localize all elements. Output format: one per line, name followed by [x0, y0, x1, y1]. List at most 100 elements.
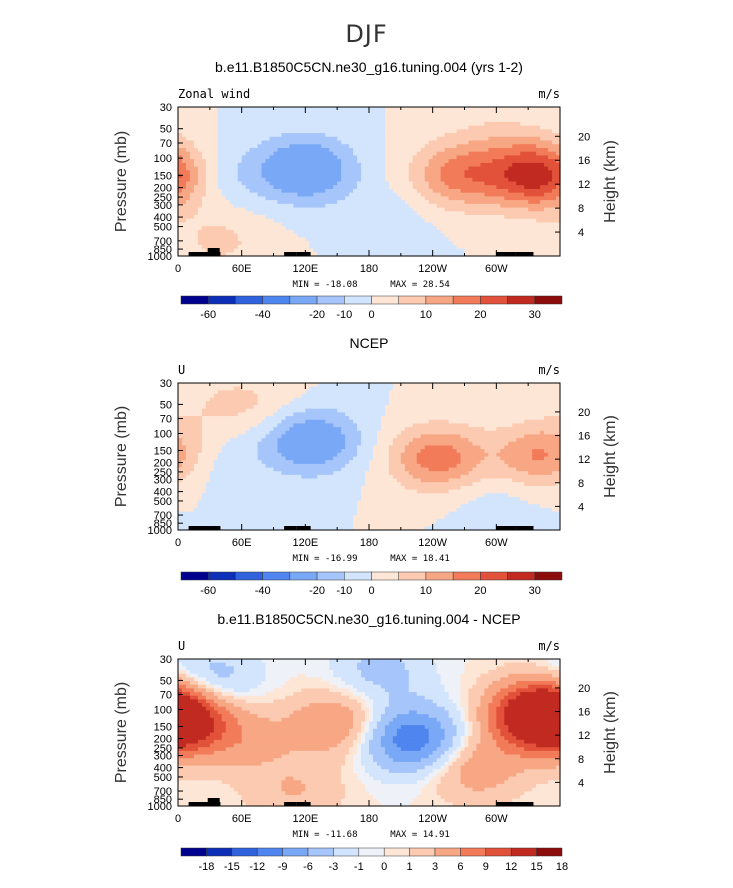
heatmap-cell: [508, 405, 513, 410]
heatmap-cell: [376, 412, 382, 417]
heatmap-cell: [520, 144, 525, 149]
heatmap-cell: [444, 140, 450, 145]
heatmap-cell: [229, 155, 235, 160]
heatmap-cell: [444, 237, 450, 242]
heatmap-cell: [404, 114, 410, 119]
heatmap-cell: [369, 419, 374, 425]
y-tick-label: 400: [154, 212, 172, 224]
heatmap-cell: [468, 144, 474, 149]
heatmap-cell: [412, 136, 418, 142]
heatmap-cell: [261, 151, 267, 157]
heatmap-cell: [361, 144, 366, 149]
heatmap-cell: [309, 192, 314, 197]
heatmap-cell: [285, 386, 291, 391]
heatmap-cell: [369, 177, 374, 183]
heatmap-cell: [353, 226, 358, 231]
heatmap-cell: [197, 166, 203, 171]
y-tick-label: 500: [154, 222, 172, 234]
heatmap-cell: [309, 159, 314, 164]
heatmap-cell: [365, 237, 370, 242]
heatmap-cell: [488, 133, 493, 138]
heatmap-cell: [297, 166, 302, 171]
heatmap-cell: [305, 107, 310, 112]
heatmap-cell: [472, 133, 478, 138]
heatmap-cell: [233, 408, 239, 413]
heatmap-cell: [456, 196, 462, 201]
heatmap-cell: [249, 218, 255, 224]
heatmap-cell: [524, 222, 529, 227]
heatmap-cell: [297, 222, 302, 227]
heatmap-cell: [241, 107, 247, 112]
heatmap-cell: [193, 159, 199, 164]
heatmap-cell: [309, 144, 314, 149]
heatmap-cell: [357, 121, 362, 127]
heatmap-cell: [249, 416, 255, 421]
heatmap-cell: [520, 218, 525, 224]
heatmap-cell: [313, 174, 318, 179]
heatmap-cell: [508, 188, 513, 194]
heatmap-cell: [444, 203, 450, 209]
heatmap-cell: [500, 129, 505, 134]
heatmap-cell: [408, 129, 414, 134]
heatmap-cell: [388, 188, 394, 194]
heatmap-cell: [341, 390, 346, 395]
heatmap-cell: [181, 162, 187, 168]
heatmap-cell: [428, 181, 434, 186]
heatmap-cell: [516, 121, 521, 127]
heatmap-cell: [396, 121, 402, 127]
heatmap-cell: [357, 107, 362, 112]
heatmap-cell: [337, 125, 342, 130]
heatmap-cell: [540, 162, 545, 168]
heatmap-cell: [424, 215, 430, 220]
heatmap-cell: [544, 144, 549, 149]
heatmap-cell: [341, 159, 346, 164]
heatmap-cell: [209, 133, 215, 138]
heatmap-cell: [500, 203, 505, 209]
heatmap-cell: [245, 222, 251, 227]
heatmap-cell: [448, 233, 454, 238]
heatmap-cell: [317, 192, 322, 197]
heatmap-cell: [209, 121, 215, 127]
heatmap-cell: [496, 394, 501, 399]
heatmap-cell: [512, 248, 517, 253]
heatmap-cell: [436, 136, 442, 142]
heatmap-cell: [273, 118, 279, 123]
heatmap-cell: [412, 211, 418, 216]
heatmap-cell: [460, 218, 466, 224]
heatmap-cell: [265, 170, 271, 175]
heatmap-cell: [369, 155, 374, 160]
heatmap-cell: [552, 215, 557, 220]
heatmap-cell: [369, 405, 374, 410]
heatmap-cell: [273, 144, 279, 149]
heatmap-cell: [309, 185, 314, 190]
heatmap-cell: [512, 174, 517, 179]
heatmap-cell: [225, 133, 231, 138]
heatmap-cell: [197, 129, 203, 134]
heatmap-cell: [424, 188, 430, 194]
heatmap-cell: [468, 110, 474, 116]
heatmap-cell: [361, 196, 366, 201]
heatmap-cell: [552, 166, 557, 171]
heatmap-cell: [209, 129, 215, 134]
heatmap-cell: [301, 244, 306, 250]
heatmap-cell: [229, 188, 235, 194]
heatmap-cell: [357, 129, 362, 134]
heatmap-cell: [309, 229, 314, 235]
heatmap-cell: [189, 192, 195, 197]
heatmap-cell: [440, 174, 446, 179]
heatmap-cell: [333, 144, 338, 149]
heatmap-cell: [345, 140, 350, 145]
heatmap-cell: [221, 188, 227, 194]
heatmap-cell: [229, 110, 235, 116]
heatmap-cell: [472, 129, 478, 134]
heatmap-cell: [496, 177, 501, 183]
heatmap-cell: [548, 144, 553, 149]
heatmap-cell: [400, 405, 406, 410]
heatmap-cell: [301, 394, 306, 399]
heatmap-cell: [544, 226, 549, 231]
heatmap-cell: [277, 383, 283, 388]
heatmap-cell: [524, 248, 529, 253]
heatmap-cell: [361, 162, 366, 168]
heatmap-cell: [241, 383, 247, 388]
heatmap-cell: [544, 233, 549, 238]
